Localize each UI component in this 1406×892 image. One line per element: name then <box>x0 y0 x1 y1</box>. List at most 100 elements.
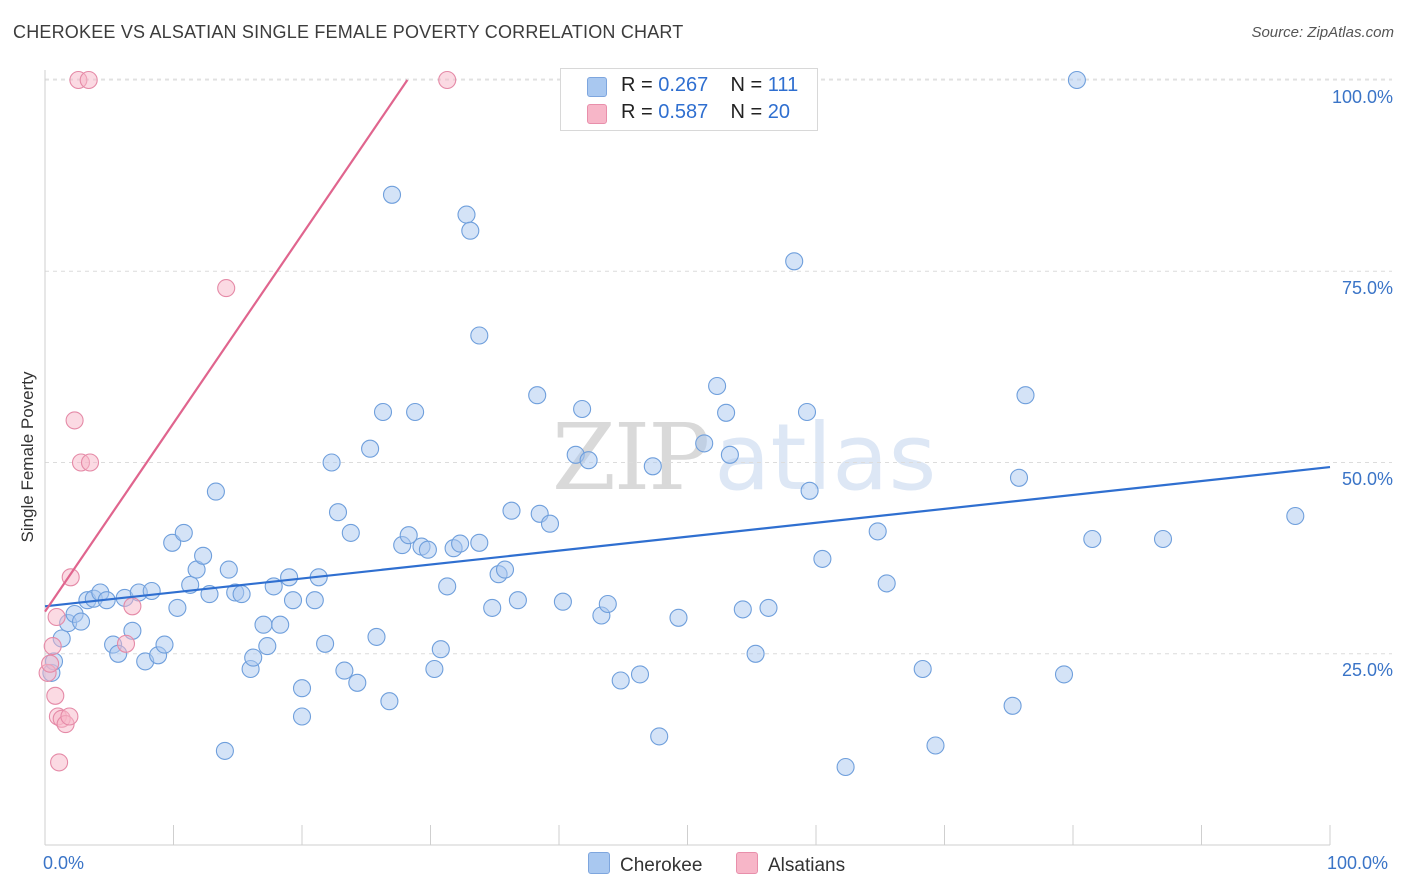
alsatian-point <box>65 411 84 430</box>
cherokee-point <box>650 727 669 746</box>
legend-r-value: 0.587 <box>658 101 709 123</box>
alsatian-point <box>80 453 100 472</box>
cherokee-point <box>708 376 727 396</box>
cherokee-point <box>283 591 303 610</box>
correlation-legend: R = 0.267 N = 111 R = 0.587 N = 20 <box>560 68 818 131</box>
y-tick-label-100: 100.0% <box>1331 87 1393 107</box>
cherokee-point <box>174 523 193 542</box>
cherokee-point <box>457 205 476 224</box>
cherokee-trendline <box>44 465 1331 608</box>
cherokee-point <box>322 453 341 472</box>
legend-r-label: R = <box>621 101 659 123</box>
cherokee-point <box>720 445 739 464</box>
cherokee-point <box>399 526 418 545</box>
legend-label-alsatians: Alsatians <box>768 855 846 876</box>
y-axis-label: Single Female Poverty <box>18 371 37 543</box>
cherokee-point <box>483 598 502 617</box>
x-tick-label-min: 0.0% <box>43 853 85 873</box>
y-tick-label-25: 25.0% <box>1341 660 1393 680</box>
source-credit: Source: ZipAtlas.com <box>1251 24 1394 41</box>
cherokee-point <box>71 612 91 631</box>
legend-item-cherokee: Cherokee <box>588 852 702 877</box>
cherokee-point <box>155 635 174 654</box>
cherokee-point <box>1153 529 1173 549</box>
cherokee-point <box>1054 665 1074 684</box>
cherokee-point <box>254 615 273 634</box>
cherokee-point <box>1286 506 1305 526</box>
cherokee-point <box>495 560 515 579</box>
cherokee-point <box>425 659 444 679</box>
cherokee-point <box>502 501 521 520</box>
cherokee-point <box>1083 529 1102 549</box>
cherokee-point <box>431 640 450 659</box>
cherokee-point <box>528 386 547 405</box>
cherokee-point <box>797 402 817 422</box>
alsatian-point <box>123 597 142 616</box>
cherokee-point <box>553 592 572 611</box>
cherokee-point <box>194 546 213 565</box>
cherokee-point <box>746 644 765 663</box>
cherokee-point <box>926 736 945 755</box>
cherokee-point <box>373 402 393 422</box>
cherokee-point <box>470 533 489 552</box>
cherokee-point <box>292 679 312 698</box>
cherokee-point <box>669 608 688 627</box>
cherokee-point <box>271 615 290 634</box>
cherokee-point <box>215 741 234 760</box>
x-tick-label-max: 100.0% <box>1327 853 1389 873</box>
cherokee-point <box>573 399 592 419</box>
cherokee-point <box>598 594 617 614</box>
cherokee-point <box>695 434 714 453</box>
cherokee-point <box>470 326 489 345</box>
cherokee-point <box>258 637 277 656</box>
cherokee-point <box>800 481 819 500</box>
alsatian-point <box>438 70 457 90</box>
cherokee-point <box>733 600 752 619</box>
cherokee-point <box>877 574 896 593</box>
chart-title: CHEROKEE VS ALSATIAN SINGLE FEMALE POVER… <box>13 22 684 42</box>
cherokee-point <box>361 439 380 458</box>
cherokee-point <box>836 757 855 777</box>
alsatian-point <box>60 707 79 726</box>
cherokee-point <box>868 522 887 541</box>
cherokee-point <box>418 540 437 559</box>
cherokee-point <box>913 659 932 679</box>
alsatian-point <box>46 686 65 705</box>
cherokee-point <box>244 648 263 667</box>
cherokee-point <box>611 671 630 690</box>
cherokee-swatch <box>587 77 607 97</box>
cherokee-point <box>1003 696 1022 715</box>
cherokee-point <box>438 577 457 596</box>
alsatians-swatch <box>587 104 607 124</box>
alsatian-point <box>41 654 60 673</box>
cherokee-point <box>382 185 402 204</box>
cherokee-point <box>163 533 182 552</box>
cherokee-point <box>316 634 335 653</box>
cherokee-point <box>380 692 399 711</box>
legend-n-label: N = <box>730 74 768 96</box>
cherokee-point <box>348 673 367 692</box>
alsatian-point <box>50 753 69 772</box>
cherokee-point <box>367 627 386 646</box>
cherokee-point <box>759 598 778 617</box>
alsatians-swatch <box>736 852 758 874</box>
cherokee-point <box>406 402 425 422</box>
cherokee-point <box>579 451 598 470</box>
alsatian-trendline <box>44 79 409 613</box>
cherokee-point <box>785 252 804 271</box>
y-tick-label-50: 50.0% <box>1341 469 1393 489</box>
legend-label-cherokee: Cherokee <box>620 855 703 876</box>
cherokee-point <box>717 403 736 422</box>
cherokee-point <box>451 534 470 553</box>
cherokee-point <box>630 665 650 684</box>
cherokee-point <box>219 560 238 579</box>
cherokee-point <box>292 707 312 726</box>
cherokee-point <box>1067 70 1086 90</box>
cherokee-point <box>206 482 225 501</box>
cherokee-point <box>168 598 187 617</box>
cherokee-point <box>643 457 662 476</box>
cherokee-point <box>1009 468 1029 487</box>
cherokee-point <box>305 591 324 610</box>
cherokee-point <box>335 661 354 680</box>
